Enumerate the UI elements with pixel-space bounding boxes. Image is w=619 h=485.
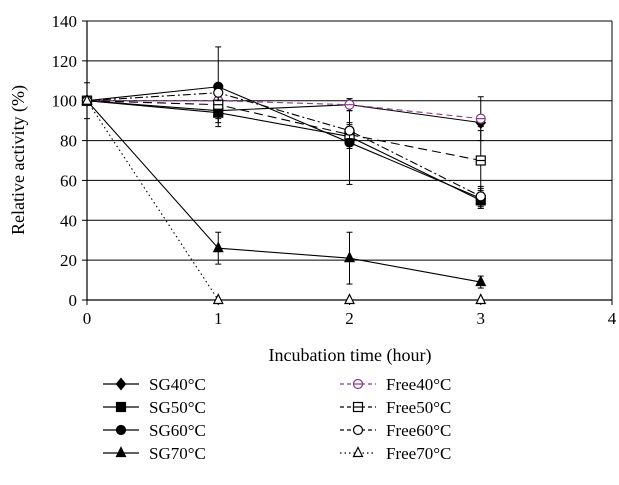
data-point: [344, 293, 355, 305]
series-line: [86, 100, 481, 124]
series-line: [86, 100, 481, 301]
series-line: [86, 100, 481, 283]
legend-label: Free60°C: [386, 421, 451, 440]
data-point: [115, 424, 127, 436]
series-line: [86, 86, 481, 199]
y-tick-label: 0: [69, 291, 78, 310]
x-tick-label: 4: [608, 309, 617, 328]
data-point: [213, 87, 224, 98]
y-tick-label: 40: [60, 211, 77, 230]
data-point: [475, 293, 487, 305]
x-axis-title: Incubation time (hour): [269, 345, 432, 366]
legend-label: Free50°C: [386, 398, 451, 417]
data-point: [212, 293, 224, 305]
axes: 0 20 40 60 80 100 120 140 0 1 2 3 4: [52, 12, 617, 328]
series-free40-c: [81, 92, 486, 142]
y-tick-label: 20: [60, 251, 77, 270]
series-line: [86, 92, 481, 197]
series-line: [86, 100, 481, 201]
legend-item: SG60°C: [103, 421, 206, 440]
data-point: [352, 424, 364, 436]
legend-label: SG70°C: [149, 444, 206, 463]
legend-item: Free40°C: [340, 375, 451, 394]
series-sg60-c: [81, 46, 486, 209]
data-point: [344, 251, 355, 263]
legend-label: Free70°C: [386, 444, 451, 463]
data-point: [115, 401, 127, 413]
legend-label: SG50°C: [149, 398, 206, 417]
x-tick-label: 3: [477, 309, 486, 328]
series-sg70-c: [81, 82, 487, 289]
x-tick-label: 2: [345, 309, 354, 328]
data-point: [212, 241, 224, 253]
y-tick-label: 60: [60, 171, 77, 190]
legend-label: SG60°C: [149, 421, 206, 440]
y-tick-label: 120: [52, 52, 78, 71]
y-tick-label: 140: [52, 12, 78, 31]
legend-label: Free40°C: [386, 375, 451, 394]
x-tick-label: 0: [83, 309, 92, 328]
legend-item: SG70°C: [103, 444, 206, 463]
series-free50-c: [81, 95, 486, 191]
data-point: [115, 446, 127, 458]
series-layer: [81, 46, 487, 305]
series-free60-c: [81, 84, 486, 207]
legend-label: SG40°C: [149, 375, 206, 394]
series-line: [87, 100, 481, 120]
y-tick-label: 80: [60, 132, 77, 151]
y-tick-label: 100: [52, 92, 78, 111]
legend-item: SG40°C: [103, 375, 206, 394]
data-point: [352, 446, 364, 458]
series-free70-c: [81, 93, 487, 305]
legend-item: Free70°C: [340, 444, 451, 463]
legend-item: Free50°C: [340, 398, 451, 417]
y-axis-title: Relative activity (%): [8, 85, 29, 235]
data-point: [115, 377, 127, 391]
x-tick-label: 1: [214, 309, 223, 328]
legend-item: SG50°C: [103, 398, 206, 417]
series-line: [86, 100, 481, 162]
data-point: [81, 93, 93, 105]
series-sg50-c: [81, 95, 486, 209]
legend-item: Free60°C: [340, 421, 451, 440]
data-point: [475, 191, 486, 202]
legend: SG40°C SG50°C SG60°C SG70°C Free40°C Free50°C…: [103, 375, 451, 463]
data-point: [475, 275, 487, 287]
data-point: [344, 125, 355, 136]
